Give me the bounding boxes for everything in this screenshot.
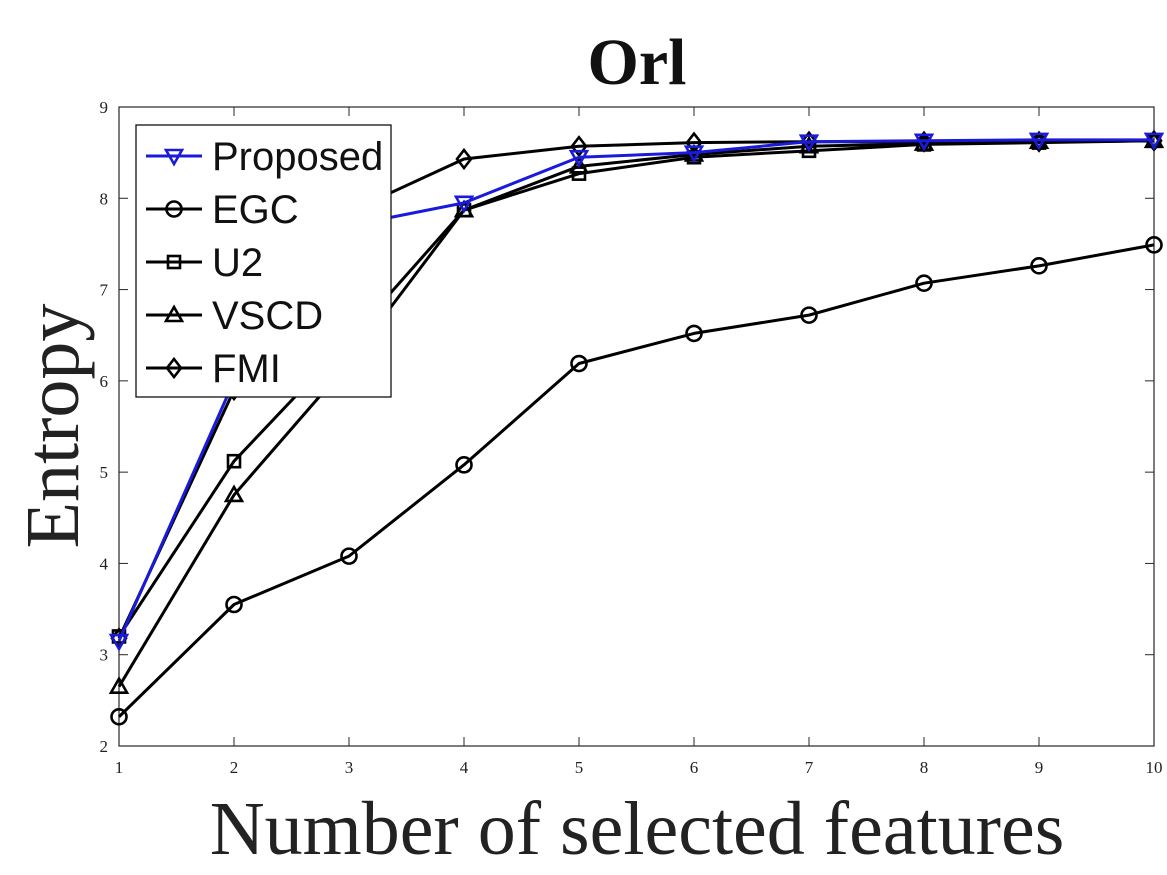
x-tick-label: 4 [460, 758, 469, 777]
y-tick-label: 9 [100, 98, 109, 117]
data-point [798, 134, 820, 153]
legend-marker [163, 304, 185, 323]
y-tick-label: 6 [100, 372, 109, 391]
y-tick-label: 5 [100, 463, 109, 482]
x-tick-label: 3 [345, 758, 354, 777]
data-point [915, 274, 933, 292]
data-point [568, 155, 590, 174]
data-point [108, 676, 130, 694]
y-tick-label: 3 [100, 646, 109, 665]
data-point [455, 147, 473, 171]
data-point [225, 595, 243, 614]
y-tick-label: 7 [100, 281, 109, 300]
data-point [913, 133, 935, 152]
chart-title: Orl [588, 26, 687, 99]
data-point [800, 306, 818, 324]
legend: Proposed EGC U2 VSCD FMI [135, 124, 392, 398]
y-tick-label: 4 [100, 554, 109, 573]
data-point [223, 484, 245, 503]
legend-item-fmi: FMI [146, 347, 281, 391]
x-tick-label: 6 [690, 758, 699, 777]
x-tick-label: 7 [805, 758, 814, 777]
x-axis-label: Number of selected features [210, 787, 1065, 871]
x-axis-ticks: 1 2 3 4 5 6 7 8 9 10 [115, 107, 1163, 777]
legend-marker [166, 254, 182, 270]
x-tick-label: 5 [575, 758, 584, 777]
series-egc [110, 236, 1163, 726]
legend-item-vscd: VSCD [146, 294, 323, 338]
y-axis-label: Entropy [11, 304, 95, 549]
data-point [453, 199, 475, 218]
data-point [226, 453, 242, 469]
x-tick-label: 9 [1035, 758, 1044, 777]
series-line [117, 243, 1155, 718]
legend-marker [163, 148, 185, 167]
legend-marker [165, 356, 183, 380]
legend-label: Proposed [212, 135, 383, 179]
x-tick-label: 2 [230, 758, 239, 777]
legend-label: VSCD [212, 294, 323, 338]
data-point [340, 547, 358, 565]
data-point [455, 456, 473, 474]
data-point [568, 149, 590, 168]
y-axis-ticks: 2 3 4 5 6 7 8 9 [100, 98, 1154, 756]
x-tick-label: 8 [920, 758, 929, 777]
data-point [110, 707, 128, 726]
x-tick-label: 1 [115, 758, 124, 777]
data-point [570, 135, 588, 158]
data-point [570, 354, 588, 373]
data-point [683, 145, 705, 164]
data-point [1145, 236, 1163, 254]
legend-label: EGC [212, 188, 299, 232]
legend-item-proposed: Proposed [146, 135, 383, 179]
x-tick-label: 10 [1146, 758, 1163, 777]
data-point [1028, 132, 1050, 151]
data-point [453, 195, 475, 214]
data-point [685, 324, 703, 343]
data-point [108, 633, 130, 652]
legend-marker [165, 200, 183, 218]
y-tick-label: 8 [100, 189, 109, 208]
data-point [1143, 132, 1165, 151]
y-tick-label: 2 [100, 737, 109, 756]
legend-item-egc: EGC [146, 188, 299, 232]
legend-item-u2: U2 [146, 241, 263, 285]
legend-label: U2 [212, 241, 263, 285]
data-point [1030, 257, 1048, 275]
legend-label: FMI [212, 347, 281, 391]
